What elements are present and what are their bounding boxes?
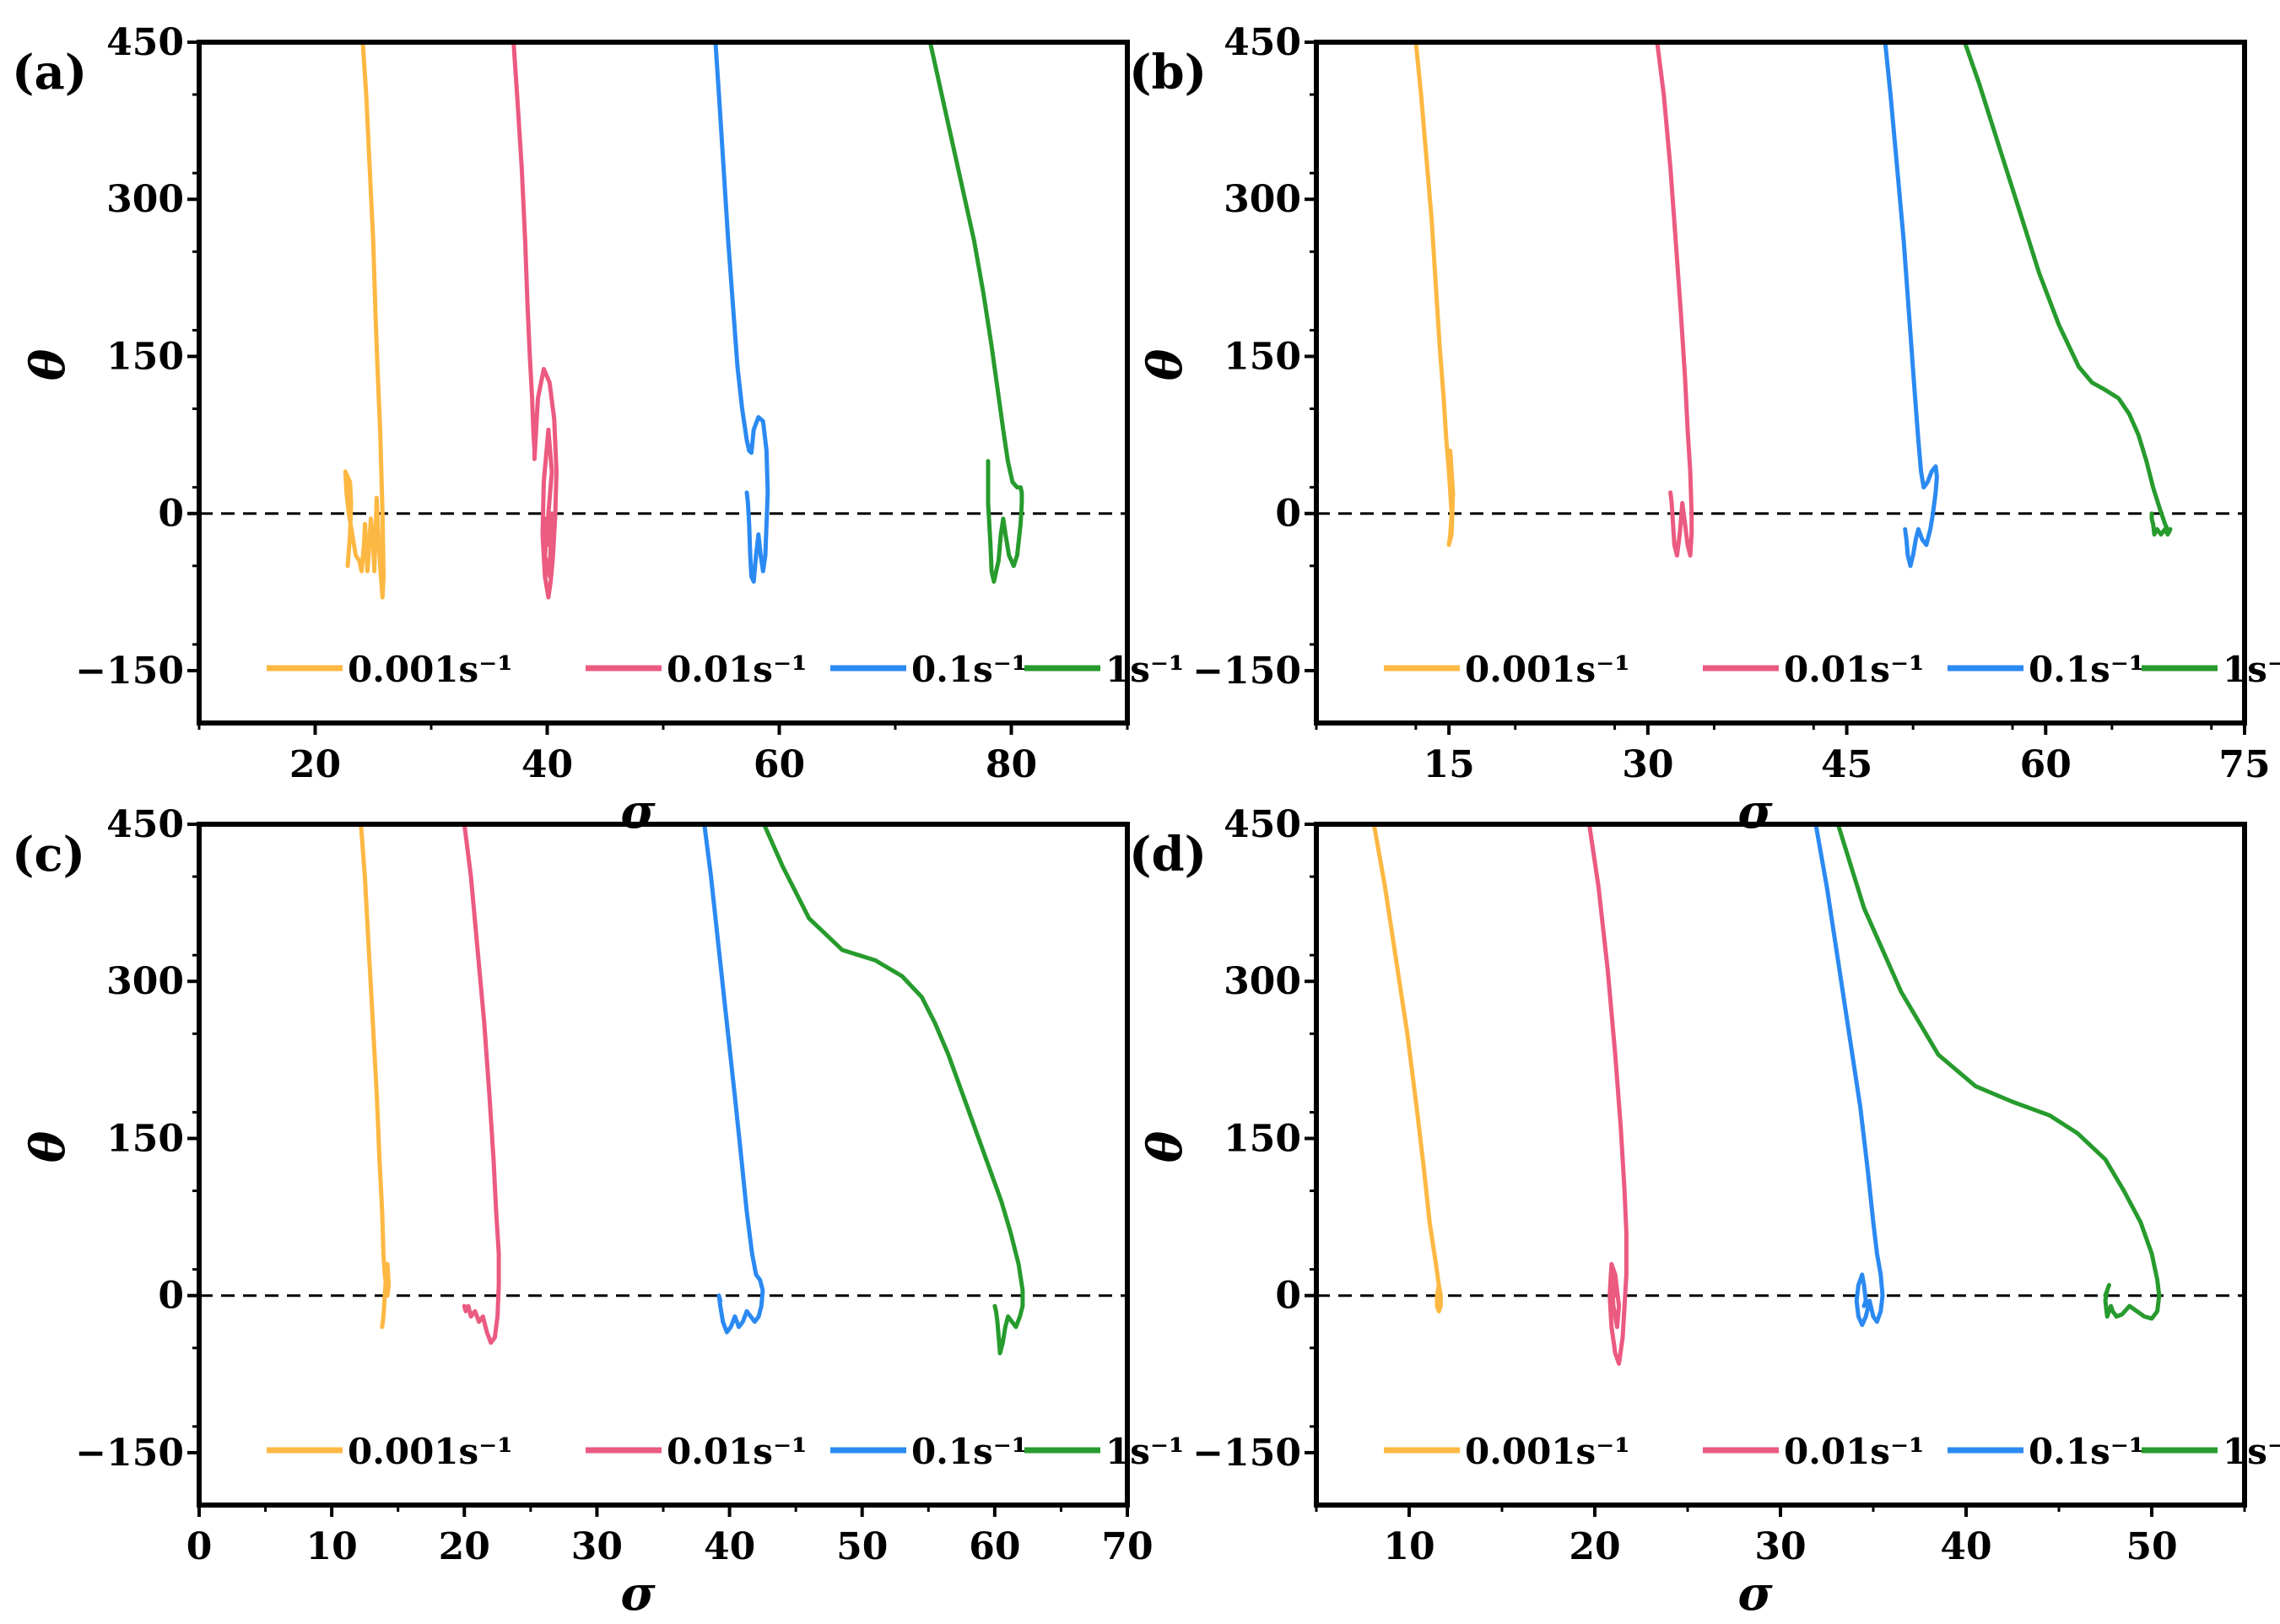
x-tick-label: 60 [754, 743, 805, 786]
series-line-1 [343, 42, 386, 600]
series-line-1 [359, 824, 392, 1330]
panel-2: 15 30 45 60 75 −150 0 150 300 450 σ θ (b) 0.001s⁻¹ 0.0… [1129, 21, 2280, 839]
x-tick-label: 70 [1101, 1525, 1153, 1568]
x-tick-label: 30 [571, 1525, 623, 1568]
y-tick-label: 150 [1224, 1117, 1301, 1160]
x-tick-label: 15 [1424, 743, 1475, 786]
y-tick-label: −150 [75, 650, 184, 693]
series-line-3 [713, 42, 770, 584]
series-line-1 [1371, 824, 1443, 1314]
x-tick-label: 80 [986, 743, 1037, 786]
y-tick-label: −150 [75, 1432, 184, 1475]
legend-label-4: 1s⁻¹ [2223, 649, 2280, 690]
legend-label-1: 0.001s⁻¹ [1465, 649, 1630, 690]
y-tick-label: 0 [158, 493, 184, 536]
series-line-2 [462, 824, 501, 1346]
x-axis-label: σ [1737, 784, 1773, 839]
plot-frame [197, 40, 1130, 726]
legend-label-1: 0.001s⁻¹ [348, 1431, 513, 1472]
series-line-2 [1655, 42, 1694, 558]
x-tick-label: 75 [2218, 743, 2270, 786]
y-tick-label: 300 [1224, 960, 1301, 1003]
legend-label-1: 0.001s⁻¹ [1465, 1431, 1630, 1472]
panel-3: 0 10 20 30 40 50 60 70 −150 0 150 300 450 σ θ (c) 0.001s… [12, 803, 1184, 1621]
x-tick-label: 40 [1940, 1525, 1991, 1568]
legend-label-4: 1s⁻¹ [1105, 1431, 1184, 1472]
panel-1: 20 40 60 80 −150 0 150 300 450 σ θ (a) 0.001s⁻¹ 0.01s… [12, 21, 1184, 839]
x-tick-label: 20 [289, 743, 341, 786]
legend-label-3: 0.1s⁻¹ [2029, 649, 2144, 690]
y-tick-label: 450 [1224, 21, 1301, 64]
x-tick-label: 20 [439, 1525, 490, 1568]
x-tick-label: 20 [1569, 1525, 1620, 1568]
series-line-4 [927, 42, 1024, 584]
y-tick-label: 0 [1275, 493, 1301, 536]
y-axis-label: θ [20, 1130, 76, 1163]
panel-label: (a) [12, 45, 87, 100]
series-line-4 [1962, 42, 2173, 537]
panel-4: 10 20 30 40 50 −150 0 150 300 450 σ θ (d) 0.001s⁻¹ 0.0… [1129, 803, 2280, 1621]
series-line-1 [1413, 42, 1456, 548]
y-tick-label: 300 [106, 178, 184, 221]
x-axis-label: σ [1737, 1566, 1773, 1621]
legend-label-2: 0.01s⁻¹ [667, 649, 808, 690]
series-line-2 [1586, 824, 1629, 1366]
y-axis-label: θ [1137, 1130, 1193, 1163]
series-line-4 [1835, 824, 2162, 1321]
x-tick-label: 45 [1821, 743, 1872, 786]
x-axis-label: σ [620, 1566, 656, 1621]
x-axis-label: σ [620, 784, 656, 839]
panel-label: (b) [1129, 45, 1207, 100]
y-tick-label: 0 [1275, 1275, 1301, 1318]
y-axis-label: θ [20, 348, 76, 380]
series-line-2 [511, 42, 559, 600]
y-tick-label: 150 [106, 1117, 184, 1160]
legend-label-3: 0.1s⁻¹ [911, 649, 1027, 690]
y-tick-label: 450 [106, 803, 184, 846]
y-tick-label: 150 [106, 335, 184, 378]
x-tick-label: 0 [186, 1525, 213, 1568]
y-tick-label: 0 [158, 1275, 184, 1318]
y-axis-label: θ [1137, 348, 1193, 380]
series-line-3 [1883, 42, 1939, 569]
y-tick-label: 300 [1224, 178, 1301, 221]
y-tick-label: 450 [1224, 803, 1301, 846]
y-tick-label: 300 [106, 960, 184, 1003]
plot-frame [1314, 40, 2247, 726]
legend-label-2: 0.01s⁻¹ [1784, 1431, 1925, 1472]
series-line-4 [761, 824, 1025, 1356]
x-tick-label: 40 [521, 743, 573, 786]
x-tick-label: 10 [306, 1525, 358, 1568]
x-tick-label: 40 [704, 1525, 755, 1568]
panel-label: (c) [12, 827, 85, 882]
y-tick-label: −150 [1192, 650, 1301, 693]
legend-label-1: 0.001s⁻¹ [348, 649, 513, 690]
x-tick-label: 60 [969, 1525, 1020, 1568]
y-tick-label: 150 [1224, 335, 1301, 378]
legend-label-3: 0.1s⁻¹ [2029, 1431, 2144, 1472]
x-tick-label: 30 [1622, 743, 1673, 786]
legend-label-2: 0.01s⁻¹ [667, 1431, 808, 1472]
legend-label-3: 0.1s⁻¹ [911, 1431, 1027, 1472]
panel-label: (d) [1129, 827, 1207, 882]
x-tick-label: 50 [2126, 1525, 2177, 1568]
x-tick-label: 60 [2020, 743, 2072, 786]
plot-frame [1314, 822, 2247, 1508]
series-line-3 [702, 824, 765, 1335]
legend-label-2: 0.01s⁻¹ [1784, 649, 1925, 690]
legend-label-4: 1s⁻¹ [1105, 649, 1184, 690]
x-tick-label: 30 [1754, 1525, 1806, 1568]
x-tick-label: 10 [1383, 1525, 1434, 1568]
y-tick-label: 450 [106, 21, 184, 64]
series-line-3 [1813, 824, 1885, 1327]
y-tick-label: −150 [1192, 1432, 1301, 1475]
legend-label-4: 1s⁻¹ [2223, 1431, 2280, 1472]
x-tick-label: 50 [836, 1525, 888, 1568]
